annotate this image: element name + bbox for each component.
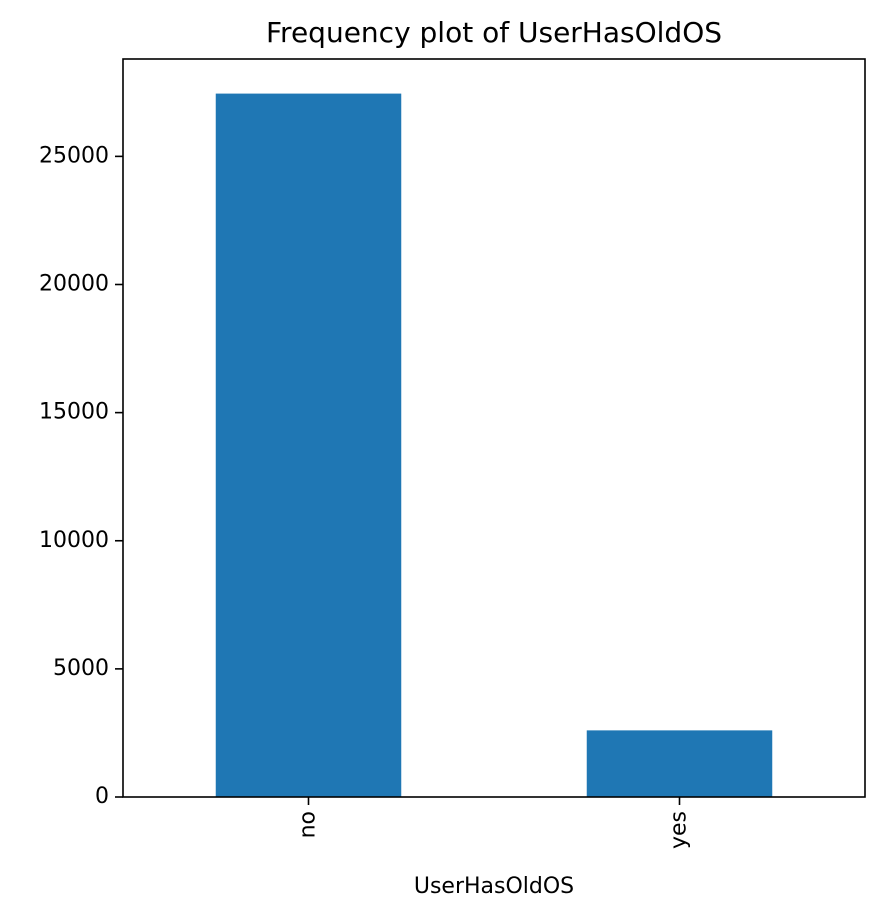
y-tick-label-5000: 5000 <box>53 656 109 681</box>
y-tick-label-10000: 10000 <box>39 528 109 553</box>
chart-title: Frequency plot of UserHasOldOS <box>266 16 722 49</box>
y-axis: 0 5000 10000 15000 20000 25000 <box>39 143 123 809</box>
bars-group <box>215 93 773 797</box>
x-axis-label: UserHasOldOS <box>414 874 574 899</box>
bar-no <box>215 93 402 797</box>
y-tick-label-20000: 20000 <box>39 272 109 297</box>
bar-yes <box>586 730 773 797</box>
x-tick-label-yes: yes <box>667 811 692 849</box>
x-tick-label-no: no <box>296 811 321 838</box>
y-tick-label-0: 0 <box>95 784 109 809</box>
x-axis: no yes <box>296 797 692 849</box>
y-tick-label-25000: 25000 <box>39 143 109 168</box>
y-tick-label-15000: 15000 <box>39 400 109 425</box>
plot-frame <box>122 58 866 798</box>
